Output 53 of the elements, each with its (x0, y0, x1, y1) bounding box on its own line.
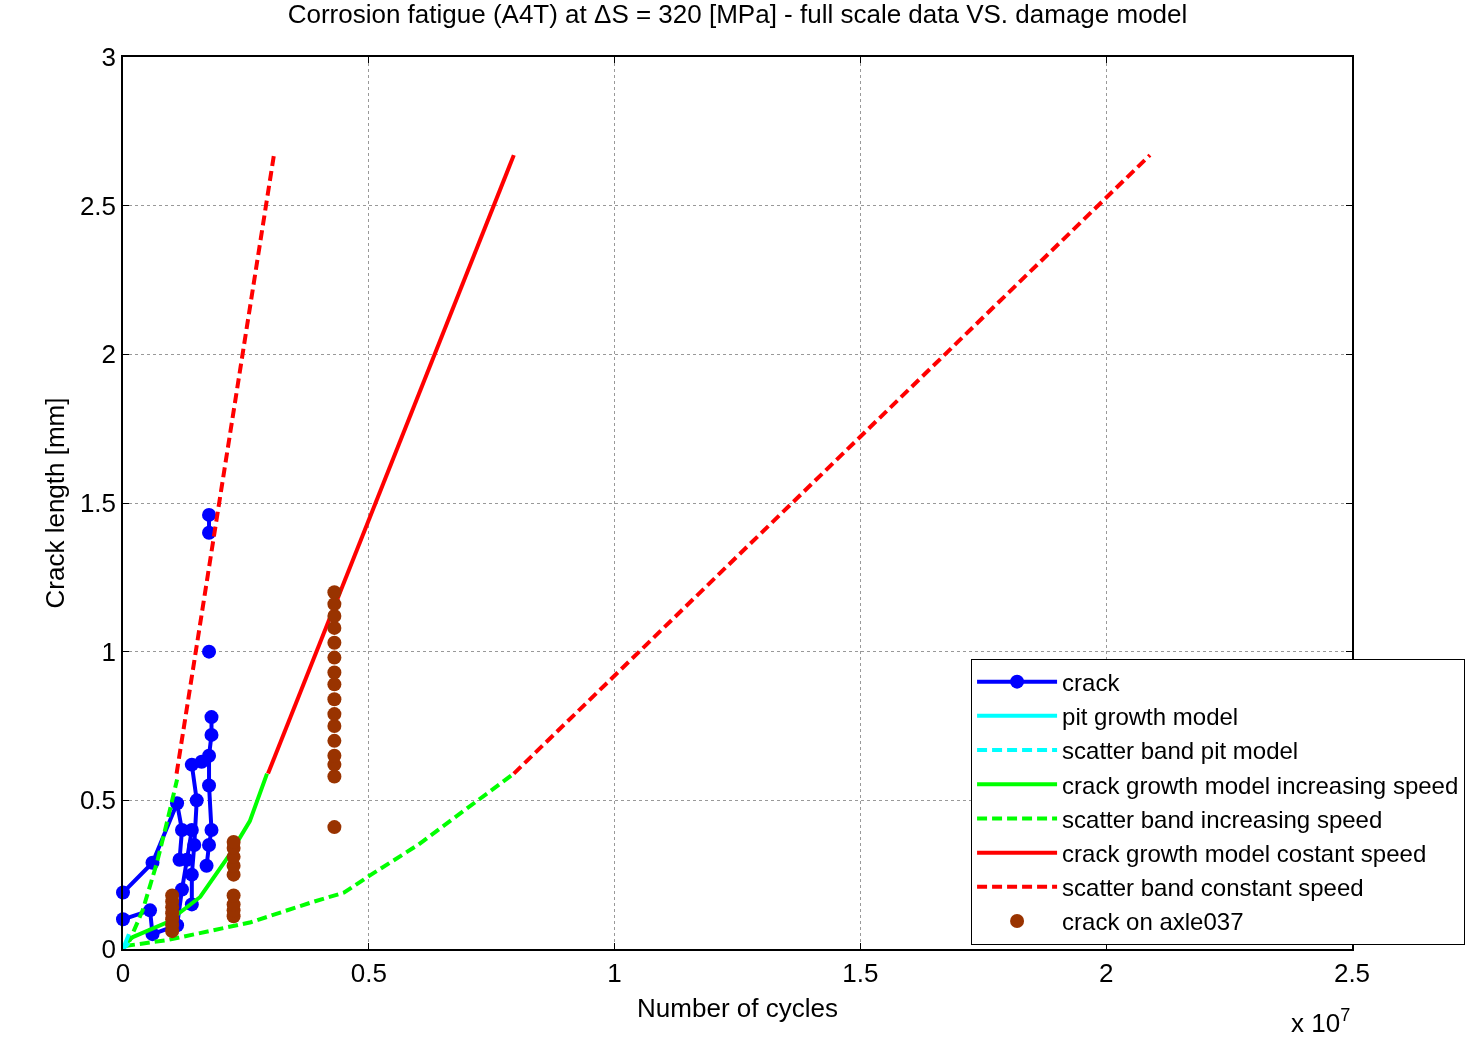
y-tick-label: 3 (101, 42, 117, 73)
point (202, 644, 217, 659)
point (327, 620, 342, 635)
legend-label: crack growth model increasing speed (1062, 771, 1459, 799)
point (204, 823, 219, 838)
point (327, 820, 342, 835)
legend-label: pit growth model (1062, 703, 1239, 731)
y-tick-label: 0.5 (79, 785, 117, 816)
point (187, 837, 202, 852)
x-tick-label: 2 (1098, 957, 1114, 988)
point (327, 597, 342, 612)
y-axis-title: Crack length [mm] (39, 397, 70, 609)
point (226, 888, 241, 903)
y-tick-label: 2.5 (79, 190, 117, 221)
point (202, 778, 217, 793)
legend-label: scatter band constant speed (1062, 874, 1364, 902)
point (202, 837, 217, 852)
point (327, 585, 342, 600)
point (189, 793, 204, 808)
x-axis-title: Number of cycles (637, 993, 838, 1024)
legend-label: crack (1062, 669, 1121, 696)
legend-label: crack on axle037 (1062, 908, 1244, 936)
point (327, 677, 342, 692)
point (327, 733, 342, 748)
point (327, 692, 342, 707)
point (327, 635, 342, 650)
point (199, 858, 214, 873)
y-tick-label: 1 (101, 636, 117, 667)
point (327, 707, 342, 722)
point (327, 769, 342, 784)
legend-label: scatter band pit model (1062, 737, 1299, 765)
point (327, 748, 342, 763)
point (327, 650, 342, 665)
point (204, 727, 219, 742)
text: x 10$^{7}$ (1291, 1005, 1351, 1038)
y-tick-label: 0 (101, 934, 117, 965)
chart-title: Corrosion fatigue (A4T) at ΔS = 320 [MPa] - full scale data VS. damage model (287, 0, 1188, 30)
y-tick-label: 2 (101, 339, 117, 370)
point (143, 903, 158, 918)
x-tick-label: 0.5 (350, 957, 387, 988)
point (327, 665, 342, 680)
legend-label: crack growth model costant speed (1062, 840, 1427, 867)
point (327, 719, 342, 733)
point (202, 507, 217, 522)
legend-label: scatter band increasing speed (1062, 805, 1383, 833)
x-tick-label: 1.5 (842, 957, 879, 988)
x-tick-label: 2.5 (1333, 957, 1371, 988)
point (202, 748, 217, 763)
point (327, 608, 342, 623)
point (184, 867, 199, 882)
x-tick-label: 1 (607, 957, 622, 988)
point (204, 710, 219, 725)
y-tick-label: 1.5 (79, 488, 117, 519)
